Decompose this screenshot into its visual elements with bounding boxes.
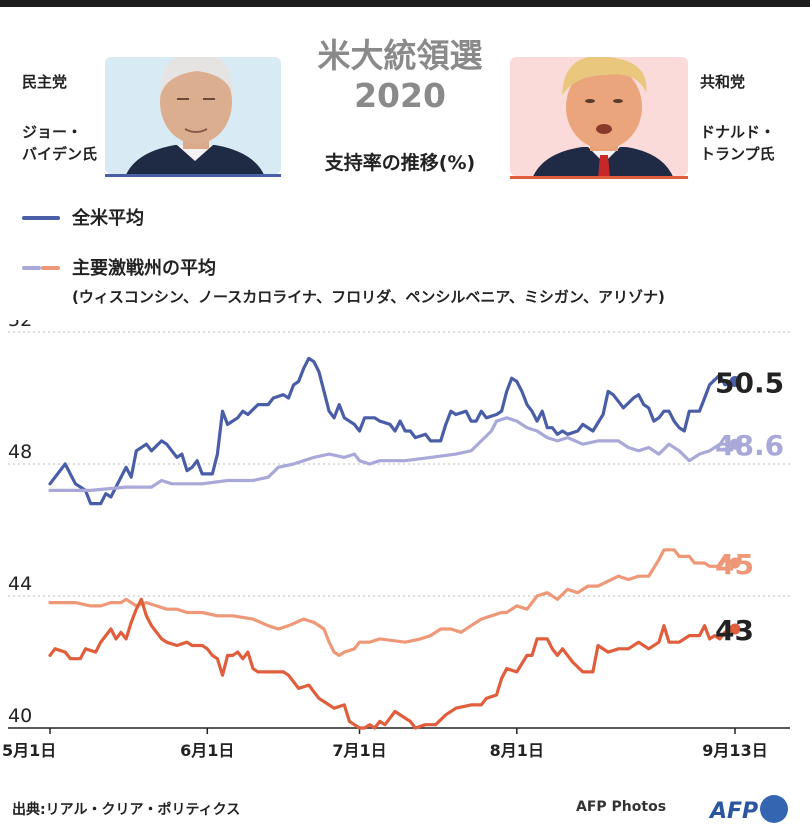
series-line-0	[48, 356, 737, 506]
title-line2: 2020	[354, 76, 446, 115]
biden-party: 民主党	[22, 73, 68, 91]
chart-grid	[8, 331, 790, 729]
series-end-label-2: 45	[715, 548, 754, 581]
series-end-dot-1	[729, 438, 741, 450]
series-end-label-3: 43	[715, 614, 754, 647]
trump-name-line2: トランプ氏	[700, 144, 775, 163]
legend-battleground-swatch-trump	[41, 266, 60, 270]
legend-battleground-note: (ウィスコンシン、ノースカロライナ、フロリダ、ペンシルベニア、ミシガン、アリゾナ…	[72, 288, 665, 306]
series-end-label-1: 48.6	[715, 429, 784, 462]
legend-battleground-swatch-biden	[22, 266, 41, 270]
trump-name-line1: ドナルド・	[700, 123, 776, 141]
series-line-3	[48, 597, 737, 730]
biden-name: ジョー・ バイデン氏	[22, 122, 97, 166]
biden-photo	[105, 57, 281, 177]
afp-logo: AFP	[706, 791, 796, 831]
series-end-dot-2	[729, 557, 741, 569]
y-axis-ticks: 52 48 44 40	[8, 320, 32, 727]
series-end-label-0: 50.5	[715, 367, 784, 400]
title-line1: 米大統領選	[317, 36, 483, 75]
chart-lines	[48, 356, 737, 730]
x-tick-label: 9月13日	[702, 741, 767, 760]
y-tick-label: 48	[8, 441, 32, 463]
series-end-dot-0	[729, 376, 741, 387]
source-note: 出典:リアル・クリア・ポリティクス	[12, 802, 241, 818]
series-line-1	[48, 416, 737, 492]
top-bar	[0, 0, 810, 7]
x-axis-ticks: 5月1日 6月1日 7月1日 8月1日 9月13日	[2, 728, 768, 760]
biden-name-line1: ジョー・	[22, 123, 83, 141]
line-chart: 52 48 44 40 5月1日 6月1日 7月1日 8月1日 9月13日 50.5 48.6 4…	[2, 320, 790, 760]
series-line-2	[48, 548, 737, 657]
trump-photo	[510, 57, 688, 179]
chart-title: 米大統領選 2020	[290, 36, 510, 116]
series-end-dot-3	[729, 623, 741, 635]
chart-subtitle: 支持率の推移(%)	[324, 152, 476, 174]
biden-name-line2: バイデン氏	[22, 144, 98, 163]
y-tick-label: 52	[8, 320, 32, 331]
photo-credit: AFP Photos	[576, 799, 667, 815]
legend-battleground-label: 主要激戦州の平均	[72, 258, 216, 279]
x-tick-label: 5月1日	[2, 741, 56, 760]
trump-name: ドナルド・ トランプ氏	[700, 122, 775, 166]
end-markers: 50.5 48.6 45 43	[715, 367, 784, 648]
legend-national-label: 全米平均	[72, 208, 144, 229]
afp-logo-text: AFP	[708, 799, 758, 824]
x-tick-label: 8月1日	[490, 741, 544, 760]
x-tick-label: 7月1日	[332, 741, 386, 760]
y-tick-label: 40	[8, 705, 32, 727]
trump-party: 共和党	[700, 73, 746, 91]
legend-national-swatch	[22, 216, 60, 220]
x-tick-label: 6月1日	[180, 741, 234, 760]
y-tick-label: 44	[8, 573, 32, 595]
